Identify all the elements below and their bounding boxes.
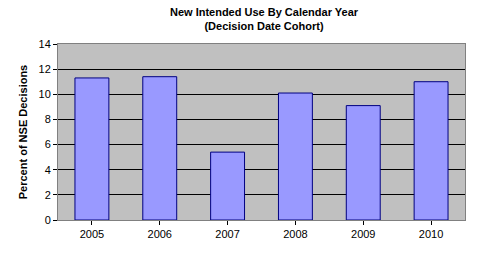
- svg-text:10: 10: [39, 88, 51, 100]
- svg-text:2010: 2010: [419, 228, 443, 240]
- svg-text:2009: 2009: [351, 228, 375, 240]
- svg-text:8: 8: [45, 113, 51, 125]
- svg-text:2007: 2007: [215, 228, 239, 240]
- svg-text:2005: 2005: [80, 228, 104, 240]
- svg-text:4: 4: [45, 164, 51, 176]
- svg-text:New Intended Use By Calendar Y: New Intended Use By Calendar Year(Decisi…: [170, 6, 359, 32]
- svg-text:12: 12: [39, 63, 51, 75]
- svg-text:0: 0: [45, 214, 51, 226]
- svg-text:14: 14: [39, 38, 51, 50]
- svg-text:6: 6: [45, 138, 51, 150]
- svg-text:2: 2: [45, 189, 51, 201]
- svg-text:2008: 2008: [283, 228, 307, 240]
- svg-text:2006: 2006: [148, 228, 172, 240]
- svg-text:Percent of NSE Decisions: Percent of NSE Decisions: [17, 65, 29, 200]
